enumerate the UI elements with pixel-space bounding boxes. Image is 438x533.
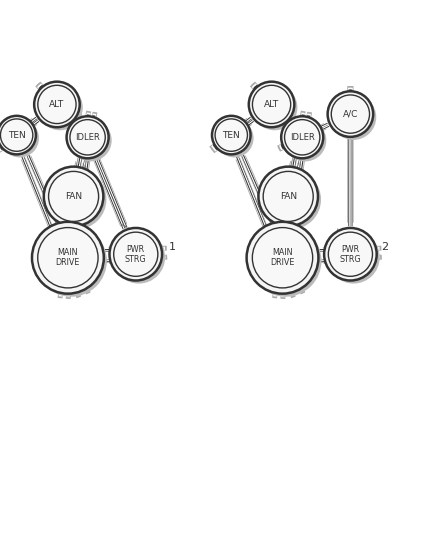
Circle shape (32, 222, 104, 294)
Circle shape (324, 228, 377, 280)
Circle shape (258, 167, 318, 226)
Circle shape (44, 167, 103, 226)
Text: ALT: ALT (49, 100, 64, 109)
Circle shape (110, 228, 162, 280)
Text: 2: 2 (381, 242, 388, 252)
Circle shape (263, 172, 313, 221)
Circle shape (212, 116, 251, 155)
Text: TEN: TEN (8, 131, 25, 140)
Circle shape (281, 116, 323, 158)
Circle shape (34, 82, 80, 127)
Text: PWR
STRG: PWR STRG (339, 245, 361, 264)
Circle shape (37, 85, 83, 130)
Circle shape (0, 119, 33, 151)
Circle shape (47, 169, 106, 229)
Circle shape (252, 85, 297, 130)
Text: PWR
STRG: PWR STRG (125, 245, 147, 264)
Circle shape (215, 119, 254, 157)
Text: FAN: FAN (65, 192, 82, 201)
Circle shape (331, 95, 370, 133)
Text: IDLER: IDLER (290, 133, 314, 142)
Circle shape (0, 119, 39, 157)
Circle shape (328, 232, 372, 276)
Circle shape (285, 119, 320, 155)
Text: IDLER: IDLER (75, 133, 100, 142)
Text: MAIN
DRIVE: MAIN DRIVE (56, 248, 80, 268)
Circle shape (284, 119, 326, 161)
Circle shape (250, 225, 321, 297)
Circle shape (35, 225, 107, 297)
Text: FAN: FAN (279, 192, 297, 201)
Circle shape (113, 231, 165, 284)
Circle shape (247, 222, 318, 294)
Circle shape (114, 232, 158, 276)
Circle shape (252, 85, 291, 124)
Circle shape (49, 172, 99, 221)
Text: A/C: A/C (343, 110, 358, 118)
Circle shape (331, 94, 376, 140)
Text: 1: 1 (169, 242, 176, 252)
Text: MAIN
DRIVE: MAIN DRIVE (270, 248, 295, 268)
Circle shape (38, 228, 98, 288)
Circle shape (67, 116, 109, 158)
Circle shape (261, 169, 321, 229)
Text: ALT: ALT (264, 100, 279, 109)
Circle shape (38, 85, 76, 124)
Circle shape (249, 82, 294, 127)
Circle shape (215, 119, 247, 151)
Circle shape (70, 119, 112, 161)
Circle shape (252, 228, 313, 288)
Circle shape (70, 119, 105, 155)
Text: TEN: TEN (223, 131, 240, 140)
Circle shape (0, 116, 36, 155)
Circle shape (328, 91, 373, 137)
Circle shape (327, 231, 380, 284)
